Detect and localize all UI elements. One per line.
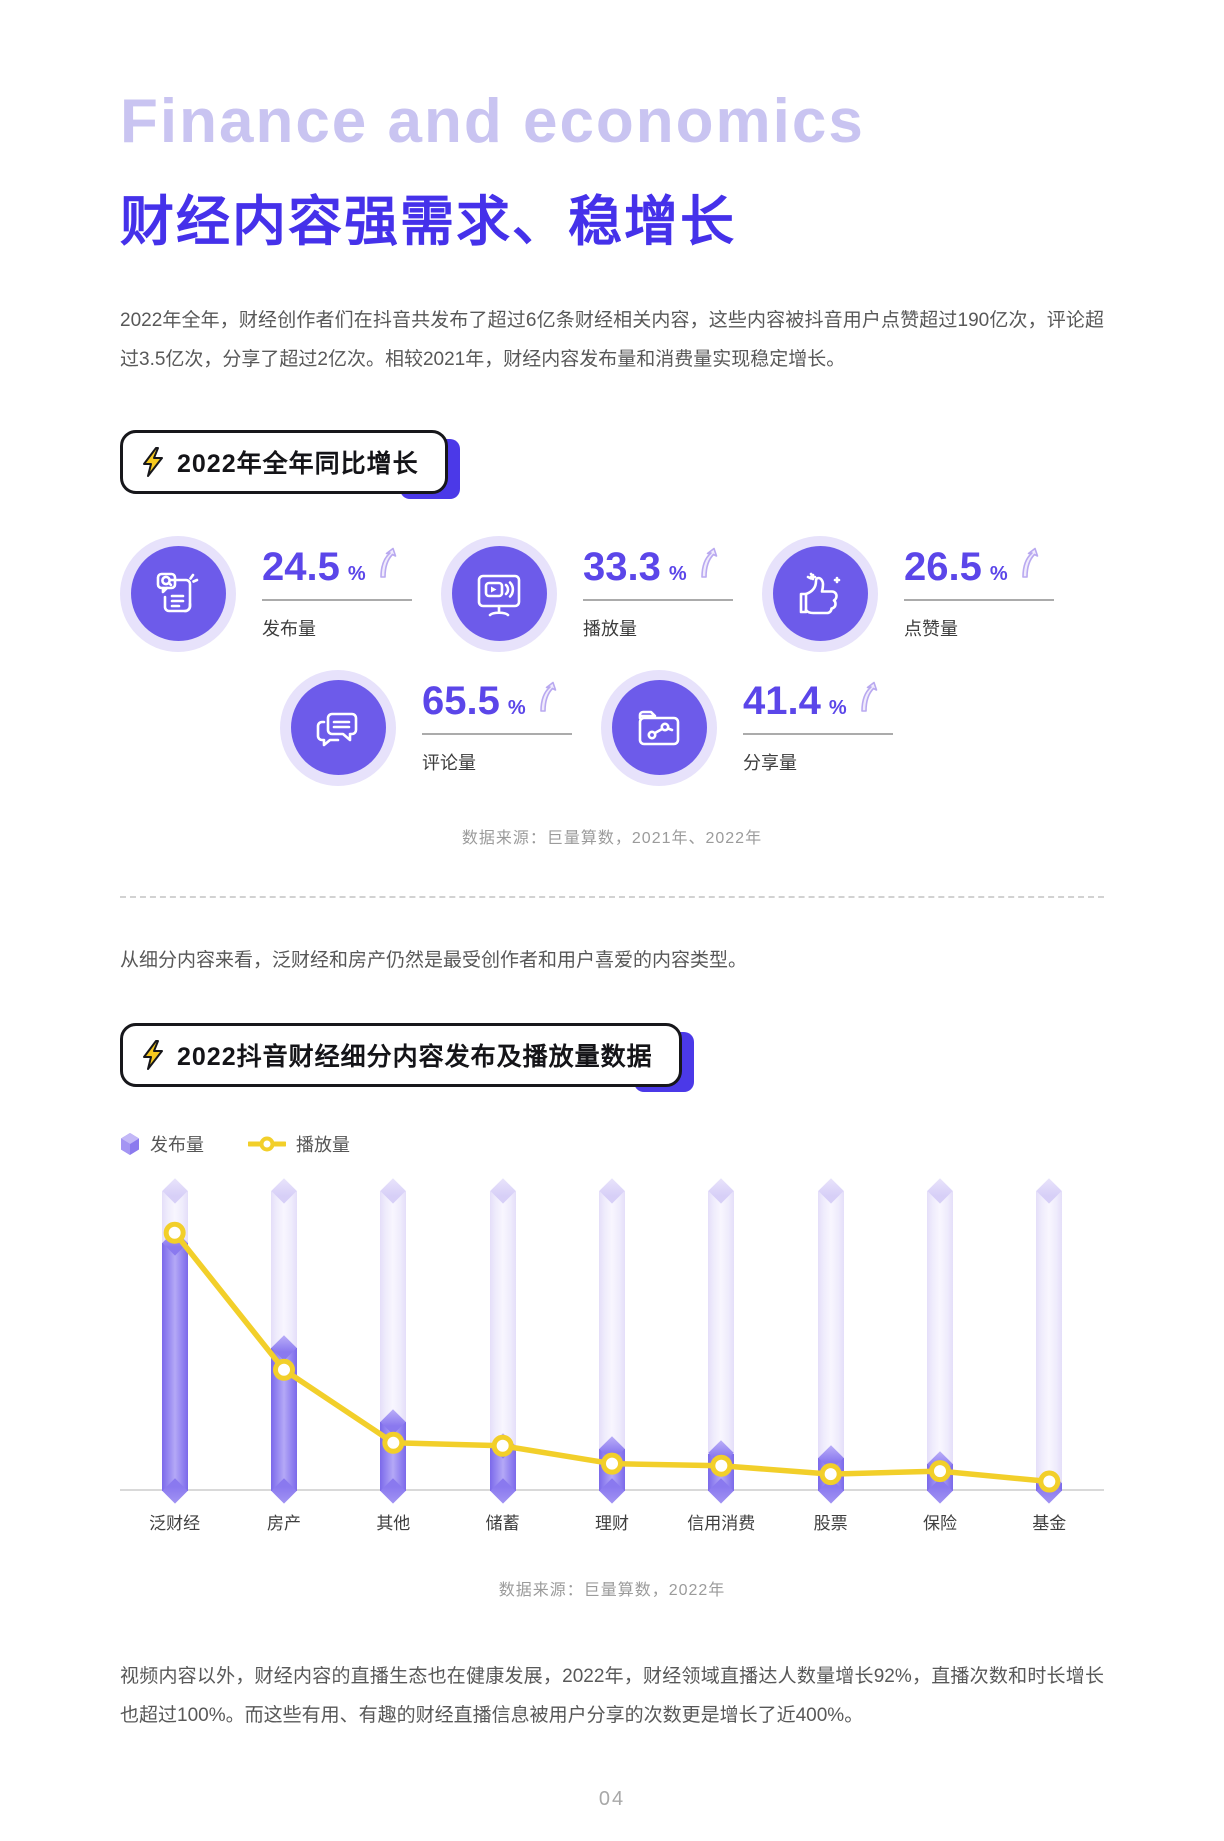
lightning-icon bbox=[143, 446, 163, 477]
chart-plot-area bbox=[120, 1179, 1104, 1493]
x-label-基金: 基金 bbox=[1032, 1513, 1067, 1533]
line-marker-泛财经 bbox=[163, 1221, 186, 1244]
line-marker-房产 bbox=[273, 1358, 295, 1381]
stat-divider bbox=[904, 598, 1054, 601]
data-source-growth: 数据来源：巨量算数，2021年、2022年 bbox=[461, 829, 763, 847]
stat-divider bbox=[583, 598, 733, 601]
page-number: 04 bbox=[598, 1787, 626, 1810]
stat-unit: % bbox=[507, 696, 526, 719]
intro-paragraph: 2022年全年，财经创作者们在抖音共发布了超过6亿条财经相关内容，这些内容被抖音… bbox=[120, 310, 1104, 370]
stat-label: 分享量 bbox=[743, 752, 797, 773]
stat-divider bbox=[262, 598, 412, 601]
stat-value: 65.5 bbox=[422, 678, 500, 723]
share-folder-icon bbox=[638, 710, 680, 746]
bar-泛财经 bbox=[161, 1243, 188, 1491]
x-label-房产: 房产 bbox=[266, 1513, 301, 1533]
growth-stats-row-2: 65.5 % 评论量 bbox=[280, 669, 1104, 786]
yellow-line-dot-icon bbox=[248, 1136, 286, 1152]
stat-share: 41.4 % 分享量 bbox=[601, 669, 922, 786]
line-marker-股票 bbox=[819, 1462, 842, 1485]
growth-badge: 2022年全年同比增长 bbox=[120, 429, 460, 499]
stat-unit: % bbox=[347, 562, 366, 585]
legend-item-line: 播放量 bbox=[248, 1131, 350, 1157]
up-trend-arrow-icon bbox=[379, 547, 396, 578]
stat-unit: % bbox=[989, 562, 1008, 585]
stat-label: 播放量 bbox=[583, 618, 637, 639]
stat-publish: 24.5 % 发布量 bbox=[120, 535, 441, 652]
page-title: 财经内容强需求、稳增长 bbox=[120, 192, 736, 252]
line-series bbox=[163, 1221, 1061, 1493]
growth-stats-row-1: 24.5 % 发布量 bbox=[120, 535, 1104, 652]
finance-subcategory-chart: 泛财经 房产 其他 储蓄 理财 信用消费 股票 保险 基金 bbox=[120, 1179, 1104, 1534]
line-marker-信用消费 bbox=[710, 1454, 733, 1477]
stat-label: 点赞量 bbox=[904, 618, 958, 639]
comments-icon bbox=[316, 712, 358, 747]
play-volume-line bbox=[171, 1229, 1053, 1485]
line-marker-储蓄 bbox=[491, 1434, 514, 1457]
stat-value: 26.5 bbox=[904, 544, 982, 589]
play-volume-icon bbox=[477, 574, 521, 617]
thumbs-up-icon bbox=[799, 572, 841, 615]
chart-badge: 2022抖音财经细分内容发布及播放量数据 bbox=[120, 1022, 694, 1092]
line-marker-理财 bbox=[601, 1452, 623, 1475]
x-label-储蓄: 储蓄 bbox=[485, 1513, 520, 1533]
x-axis-labels: 泛财经 房产 其他 储蓄 理财 信用消费 股票 保险 基金 bbox=[120, 1509, 1104, 1534]
section-eyebrow-title: Finance and economics bbox=[120, 87, 865, 156]
growth-badge-label: 2022年全年同比增长 bbox=[177, 449, 419, 478]
stat-divider bbox=[422, 732, 572, 735]
column-track bbox=[1036, 1190, 1063, 1491]
x-label-保险: 保险 bbox=[922, 1513, 957, 1533]
stat-play: 33.3 % 播放量 bbox=[441, 535, 762, 652]
dashed-divider bbox=[120, 895, 1104, 898]
up-trend-arrow-icon bbox=[1021, 547, 1038, 578]
up-trend-arrow-icon bbox=[539, 681, 556, 712]
line-marker-基金 bbox=[1038, 1470, 1061, 1493]
x-label-其他: 其他 bbox=[376, 1513, 411, 1533]
stat-like: 26.5 % 点赞量 bbox=[762, 535, 1083, 652]
purple-cube-icon bbox=[121, 1132, 139, 1155]
detail-intro-paragraph: 从细分内容来看，泛财经和房产仍然是最受创作者和用户喜爱的内容类型。 bbox=[120, 949, 748, 971]
x-label-信用消费: 信用消费 bbox=[687, 1513, 756, 1533]
chart-badge-label: 2022抖音财经细分内容发布及播放量数据 bbox=[177, 1042, 653, 1071]
legend-item-bar: 发布量 bbox=[120, 1131, 204, 1157]
chart-column-股票 bbox=[776, 1179, 885, 1491]
column-track bbox=[817, 1190, 844, 1491]
stat-comment: 65.5 % 评论量 bbox=[280, 669, 601, 786]
report-page: Finance and economics 财经内容强需求、稳增长 2022年全… bbox=[0, 86, 1224, 1841]
line-marker-其他 bbox=[382, 1431, 405, 1454]
stat-value: 41.4 bbox=[743, 678, 821, 723]
x-label-股票: 股票 bbox=[813, 1513, 848, 1533]
chart-legend: 发布量 播放量 bbox=[120, 1131, 1104, 1157]
x-label-理财: 理财 bbox=[594, 1513, 629, 1533]
publish-icon bbox=[156, 572, 199, 613]
line-marker-保险 bbox=[929, 1459, 951, 1482]
stat-value: 33.3 bbox=[583, 544, 661, 589]
up-trend-arrow-icon bbox=[860, 681, 877, 712]
stat-divider bbox=[743, 732, 893, 735]
outro-paragraph: 视频内容以外，财经内容的直播生态也在健康发展，2022年，财经领域直播达人数量增… bbox=[120, 1665, 1104, 1726]
column-track bbox=[926, 1190, 953, 1491]
stat-unit: % bbox=[828, 696, 847, 719]
stat-label: 发布量 bbox=[262, 618, 316, 639]
up-trend-arrow-icon bbox=[700, 547, 717, 578]
stat-label: 评论量 bbox=[422, 752, 476, 773]
lightning-icon bbox=[143, 1039, 163, 1070]
data-source-chart: 数据来源：巨量算数，2022年 bbox=[498, 1581, 726, 1599]
x-label-泛财经: 泛财经 bbox=[149, 1513, 201, 1533]
stat-unit: % bbox=[668, 562, 687, 585]
stat-value: 24.5 bbox=[262, 544, 340, 589]
